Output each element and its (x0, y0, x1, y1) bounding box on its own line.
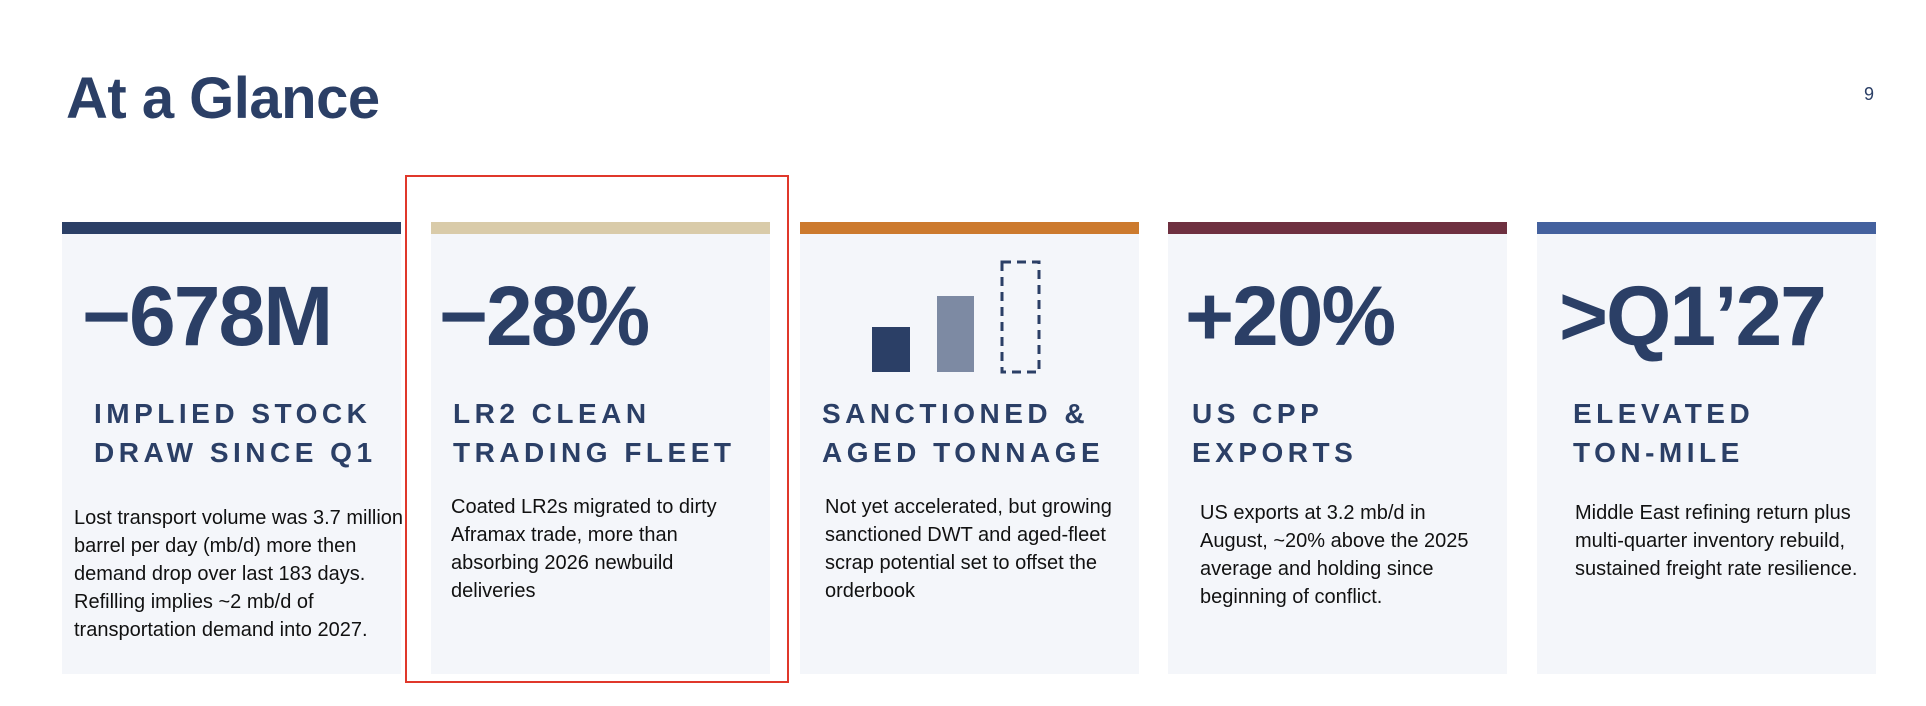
card-body-text: Not yet accelerated, but growing sanctio… (825, 496, 1112, 602)
solid-bar-short (872, 327, 910, 372)
card-heading-line: SANCTIONED & (822, 398, 1090, 429)
card-accent-bar (1537, 222, 1876, 234)
card-accent-bar (800, 222, 1139, 234)
page-title: At a Glance (66, 66, 380, 131)
card-heading: IMPLIED STOCK DRAW SINCE Q1 (94, 394, 377, 472)
card-body-text: US exports at 3.2 mb/d in August, ~20% a… (1200, 502, 1469, 608)
card-heading: LR2 CLEAN TRADING FLEET (453, 394, 736, 472)
big-stat-value: −28% (439, 269, 650, 363)
bar-chart-rising-icon (872, 260, 1041, 374)
big-stat-value: −678M (82, 269, 333, 363)
card-accent-bar (62, 222, 401, 234)
stat-card-sanctioned-aged-tonnage: SANCTIONED & AGED TONNAGE Not yet accele… (800, 222, 1139, 674)
card-heading-line: AGED TONNAGE (822, 437, 1105, 468)
card-heading: SANCTIONED & AGED TONNAGE (822, 394, 1104, 472)
card-heading-line: ELEVATED (1573, 398, 1755, 429)
card-heading-line: IMPLIED STOCK (94, 398, 372, 429)
stat-card-implied-stock-draw: −678M IMPLIED STOCK DRAW SINCE Q1 Lost t… (62, 222, 403, 674)
solid-bar-medium (937, 296, 974, 372)
dashed-bar-tall (1000, 260, 1041, 374)
card-accent-bar (431, 222, 770, 234)
card-heading-line: LR2 CLEAN (453, 398, 651, 429)
big-stat-value: +20% (1185, 269, 1396, 363)
page-number: 9 (1863, 84, 1874, 104)
card-accent-bar (1168, 222, 1507, 234)
card-heading-line: TRADING FLEET (453, 437, 736, 468)
card-heading-line: TON-MILE (1573, 437, 1744, 468)
card-body-text: Middle East refining return plus multi-q… (1575, 502, 1858, 580)
card-heading: US CPP EXPORTS (1192, 394, 1357, 472)
big-stat-value: >Q1’27 (1559, 269, 1827, 363)
card-body-text: Lost transport volume was 3.7 million ba… (74, 507, 404, 641)
card-body-text: Coated LR2s migrated to dirty Aframax tr… (451, 496, 717, 602)
stat-card-us-cpp-exports: +20% US CPP EXPORTS US exports at 3.2 mb… (1168, 222, 1507, 674)
stat-card-elevated-ton-mile: >Q1’27 ELEVATED TON-MILE Middle East ref… (1537, 222, 1876, 674)
card-heading: ELEVATED TON-MILE (1573, 394, 1754, 472)
card-heading-line: US CPP (1192, 398, 1324, 429)
card-heading-line: EXPORTS (1192, 437, 1358, 468)
card-heading-line: DRAW SINCE Q1 (94, 437, 377, 468)
stat-card-lr2-clean-fleet: −28% LR2 CLEAN TRADING FLEET Coated LR2s… (431, 222, 770, 674)
